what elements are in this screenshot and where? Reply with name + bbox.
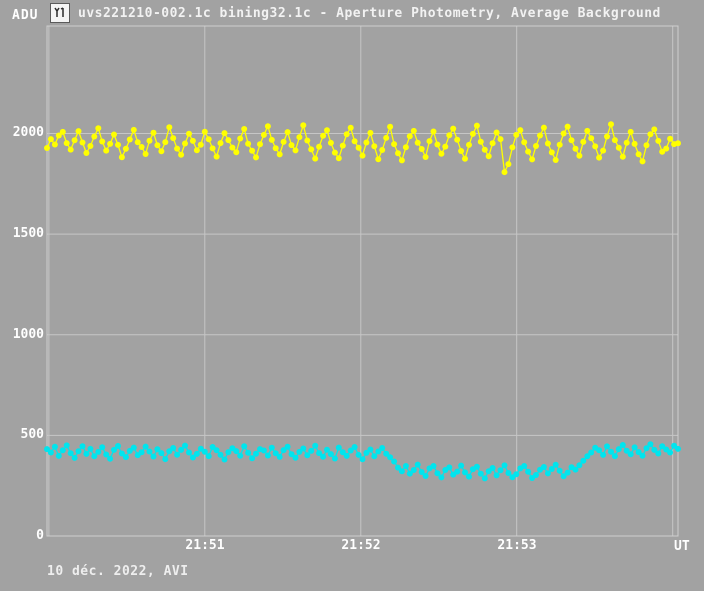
observation-date-label: 10 déc. 2022, AVI — [47, 564, 189, 579]
y-tick-label: 0 — [36, 528, 44, 543]
x-tick-label: 21:53 — [497, 538, 537, 553]
y-tick-label: 1000 — [12, 327, 44, 342]
x-tick-label: 21:52 — [341, 538, 381, 553]
y-tick-label: 2000 — [12, 125, 44, 140]
y-tick-label: 500 — [20, 427, 44, 442]
y-tick-label: 1500 — [12, 226, 44, 241]
lower-background-cyan-points — [44, 441, 681, 482]
upper-background-yellow-points — [44, 121, 681, 176]
x-axis-title: UT — [674, 539, 690, 554]
y-axis-title: ADU — [12, 8, 39, 23]
icon-glyph — [54, 7, 64, 17]
lightcurve-chart-icon[interactable] — [50, 3, 70, 23]
x-tick-label: 21:51 — [185, 538, 225, 553]
plot-border — [46, 25, 679, 537]
window-title: uvs221210-002.1c bining32.1c - Aperture … — [78, 6, 661, 21]
